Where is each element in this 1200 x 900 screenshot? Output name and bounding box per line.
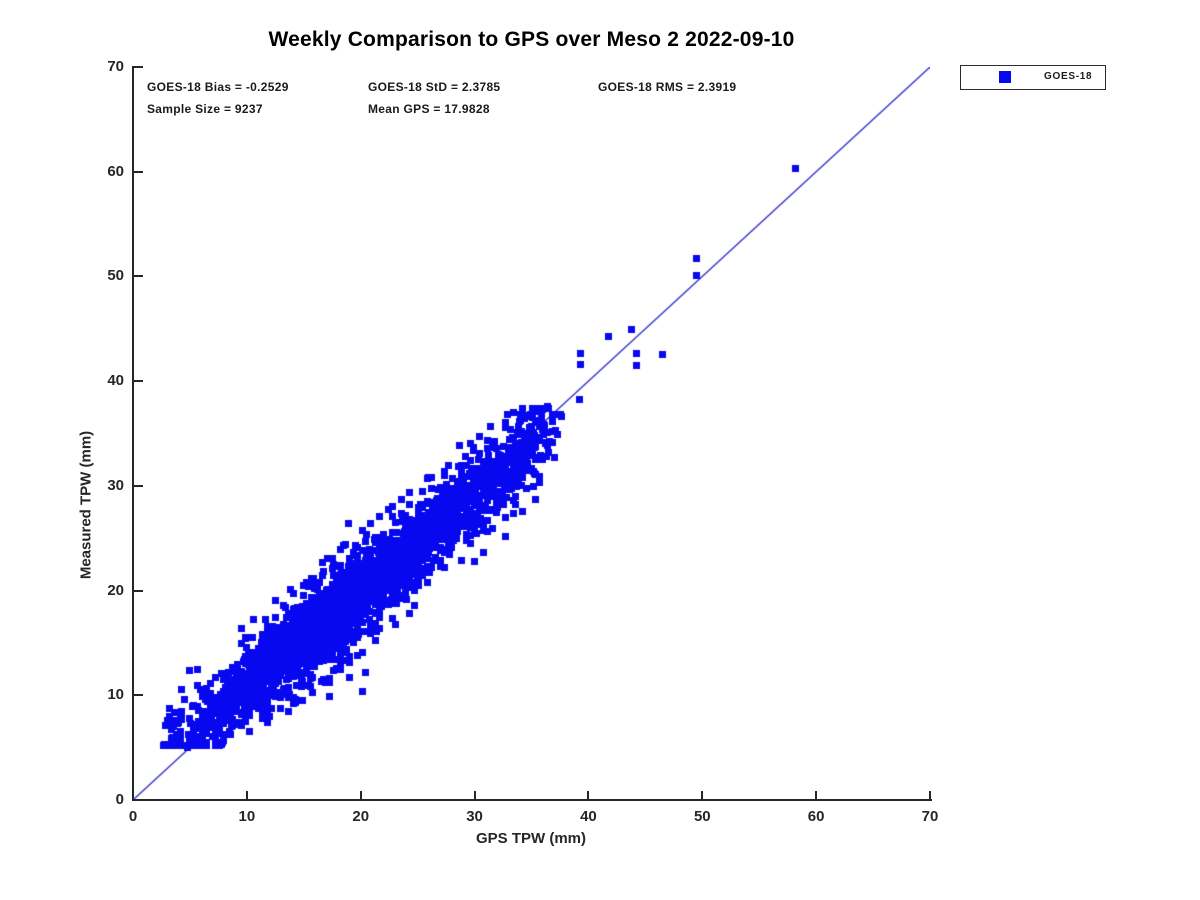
y-tick-label: 20 xyxy=(107,581,124,599)
x-tick-label: 70 xyxy=(921,808,939,825)
x-tick-label: 30 xyxy=(466,808,483,825)
y-tick-mark xyxy=(134,66,143,68)
y-tick-mark xyxy=(134,799,143,801)
x-tick-mark xyxy=(701,791,704,800)
x-tick-mark xyxy=(245,791,248,800)
scatter-plot-canvas xyxy=(133,67,930,800)
y-tick-label: 50 xyxy=(107,267,124,285)
y-tick-mark xyxy=(134,589,143,592)
x-axis-line xyxy=(132,799,932,801)
y-tick-label: 30 xyxy=(107,476,124,494)
x-tick-mark xyxy=(929,791,931,800)
x-tick-mark xyxy=(815,791,818,800)
y-tick-mark xyxy=(134,484,143,487)
x-tick-label: 20 xyxy=(352,808,370,825)
legend-label: GOES-18 xyxy=(1044,71,1093,82)
y-tick-mark xyxy=(134,275,143,278)
chart-title: Weekly Comparison to GPS over Meso 2 202… xyxy=(268,28,795,51)
legend-square-marker-icon xyxy=(999,71,1011,83)
x-axis-label: GPS TPW (mm) xyxy=(475,830,587,847)
y-axis-line xyxy=(132,66,134,801)
x-tick-label: 40 xyxy=(580,808,597,825)
y-tick-label: 40 xyxy=(107,372,124,390)
x-tick-label: 60 xyxy=(807,808,825,825)
y-tick-label: 60 xyxy=(107,162,124,180)
x-tick-label: 10 xyxy=(238,808,256,825)
y-tick-mark xyxy=(134,170,143,173)
y-tick-mark xyxy=(134,694,143,697)
x-tick-mark xyxy=(587,791,590,800)
y-tick-mark xyxy=(134,380,143,383)
x-tick-mark xyxy=(359,791,362,800)
legend: GOES-18 xyxy=(960,65,1106,90)
x-tick-label: 50 xyxy=(693,808,711,825)
x-tick-mark xyxy=(132,791,134,800)
y-tick-label: 0 xyxy=(115,791,124,808)
x-tick-mark xyxy=(473,791,476,800)
x-tick-label: 0 xyxy=(128,808,138,825)
y-tick-label: 10 xyxy=(107,686,124,704)
y-axis-label: Measured TPW (mm) xyxy=(77,430,95,580)
y-tick-label: 70 xyxy=(107,58,124,75)
